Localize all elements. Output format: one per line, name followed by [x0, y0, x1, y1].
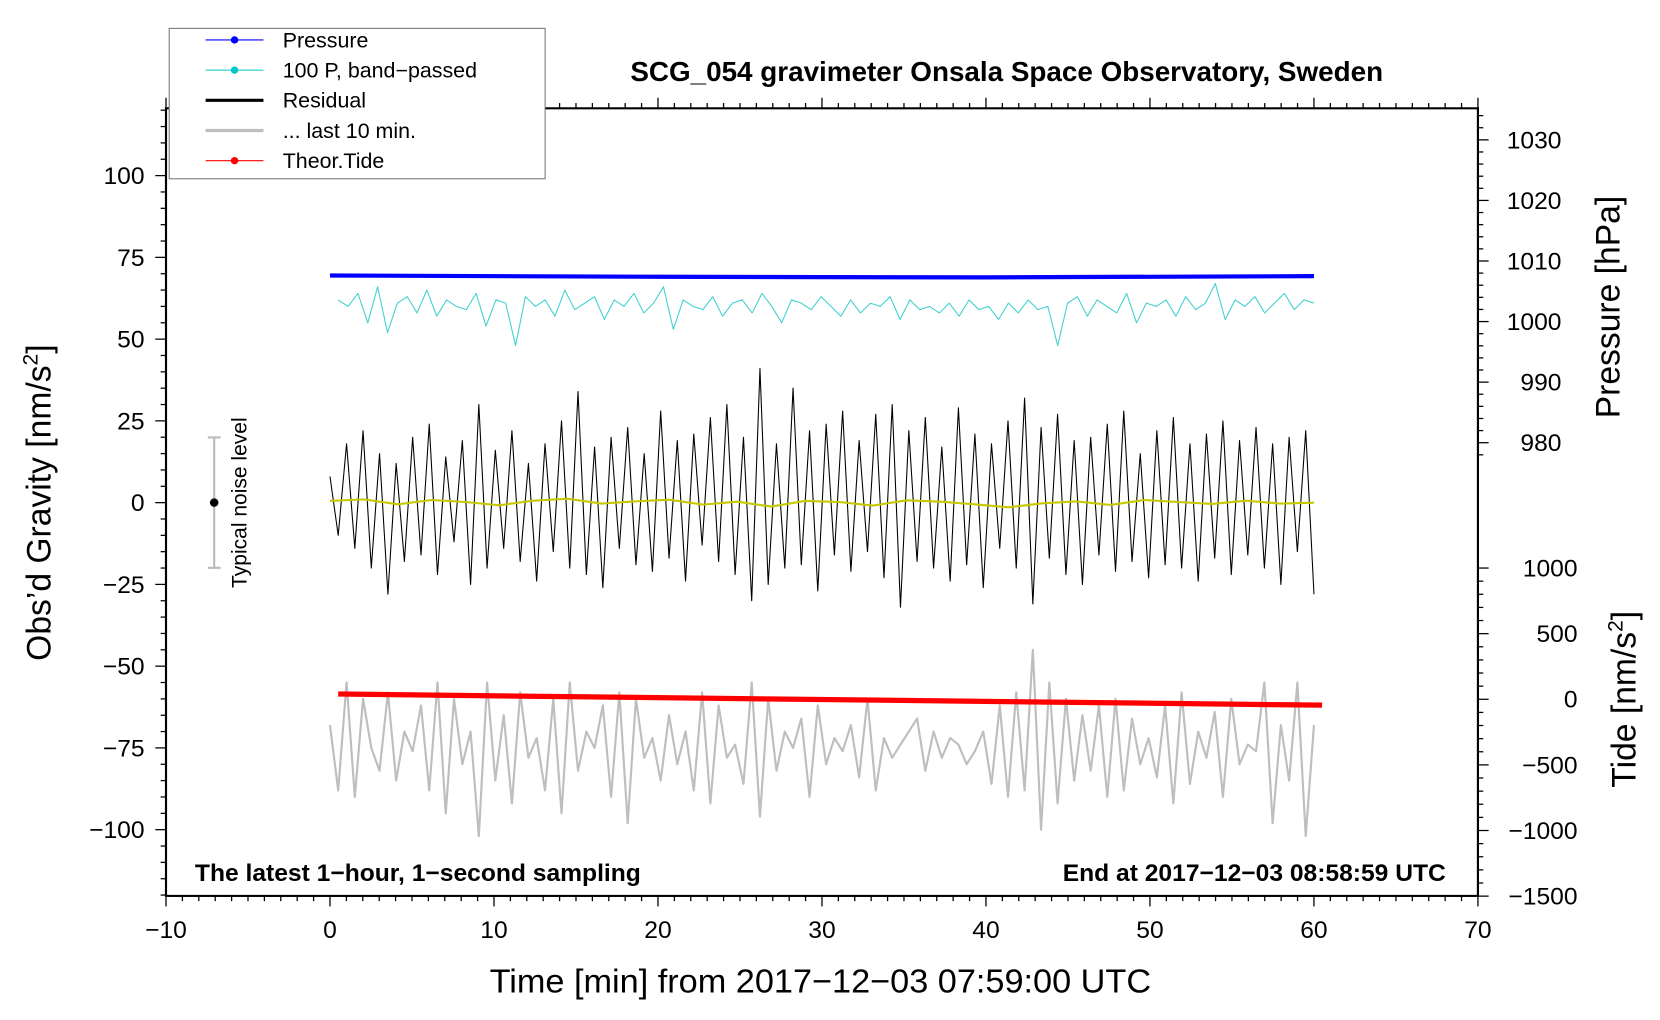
y-tick-label-left: 25: [117, 408, 144, 435]
legend-label: Residual: [283, 90, 366, 113]
axes: −10 0 10 20 30 40 50 60 70−100−75−50−25025507510…: [89, 97, 1578, 944]
x-tick-label: −10: [145, 917, 187, 944]
noise-level-indicator: Typical noise level: [207, 417, 251, 588]
noise-label: Typical noise level: [228, 417, 251, 588]
y-tick-label-tide: 0: [1564, 687, 1578, 714]
legend-swatch-dot: [230, 156, 239, 165]
y-axis-label-pressure: Pressure [hPa]: [1589, 196, 1627, 419]
y-tick-label-left: 0: [131, 490, 145, 517]
y-tick-label-pressure: 1030: [1507, 127, 1562, 154]
y-tick-label-tide: −1000: [1508, 818, 1577, 845]
x-tick-label: 10: [480, 917, 507, 944]
x-tick-label: 60: [1300, 917, 1327, 944]
y-tick-label-left: 100: [104, 163, 145, 190]
plot-marks: [328, 273, 1323, 838]
left-note: The latest 1−hour, 1−second sampling: [195, 860, 641, 887]
series-pressure: [329, 273, 1314, 280]
right-note: End at 2017−12−03 08:58:59 UTC: [1063, 860, 1446, 887]
y-tick-label-tide: −1500: [1508, 884, 1577, 911]
series-theor-tide: [338, 691, 1323, 708]
legend-label: Theor.Tide: [283, 150, 385, 173]
y-tick-label-left: −100: [89, 817, 144, 844]
y-tick-label-pressure: 1000: [1507, 309, 1562, 336]
legend-swatch-dot: [230, 36, 239, 44]
y-tick-label-tide: 500: [1536, 621, 1577, 648]
legend: Pressure 100 P, band−passed Residual ... la…: [168, 27, 546, 180]
x-tick-label: 70: [1464, 917, 1491, 944]
x-tick-label: 20: [644, 917, 671, 944]
y-axis-label-tide: Tide [nm/s2]: [1604, 611, 1643, 788]
y-tick-label-pressure: 990: [1520, 370, 1561, 397]
series-100-p-band-passed: [337, 282, 1315, 347]
y-tick-label-pressure: 1010: [1507, 249, 1562, 276]
x-axis-label: Time [min] from 2017−12−03 07:59:00 UTC: [490, 963, 1151, 1001]
y-tick-label-tide: −500: [1522, 753, 1577, 780]
chart-title: SCG_054 gravimeter Onsala Space Observat…: [630, 56, 1383, 87]
x-tick-label: 0: [323, 917, 337, 944]
y-tick-label-left: −25: [103, 572, 145, 599]
x-tick-label: 50: [1136, 917, 1163, 944]
y-tick-label-left: −50: [103, 654, 145, 681]
y-tick-label-pressure: 1020: [1507, 188, 1562, 215]
y-tick-label-left: 75: [117, 245, 144, 272]
legend-label: Pressure: [283, 29, 369, 52]
y-tick-label-pressure: 980: [1520, 430, 1561, 457]
y-tick-label-left: 50: [117, 327, 144, 354]
legend-box: [168, 27, 546, 180]
legend-label: 100 P, band−passed: [283, 60, 477, 83]
x-tick-label: 30: [808, 917, 835, 944]
y-axis-label-left: Obs’d Gravity [nm/s2]: [19, 344, 58, 660]
series-last-10-min: [328, 648, 1316, 838]
y-tick-label-left: −75: [103, 736, 145, 763]
series-residual: [329, 368, 1315, 608]
series-residual-smoothed: [329, 497, 1315, 509]
legend-swatch-dot: [230, 66, 239, 74]
noise-center-dot: [209, 498, 219, 507]
legend-label: ... last 10 min.: [283, 120, 416, 143]
y-tick-label-tide: 1000: [1523, 556, 1578, 583]
x-tick-label: 40: [972, 917, 999, 944]
